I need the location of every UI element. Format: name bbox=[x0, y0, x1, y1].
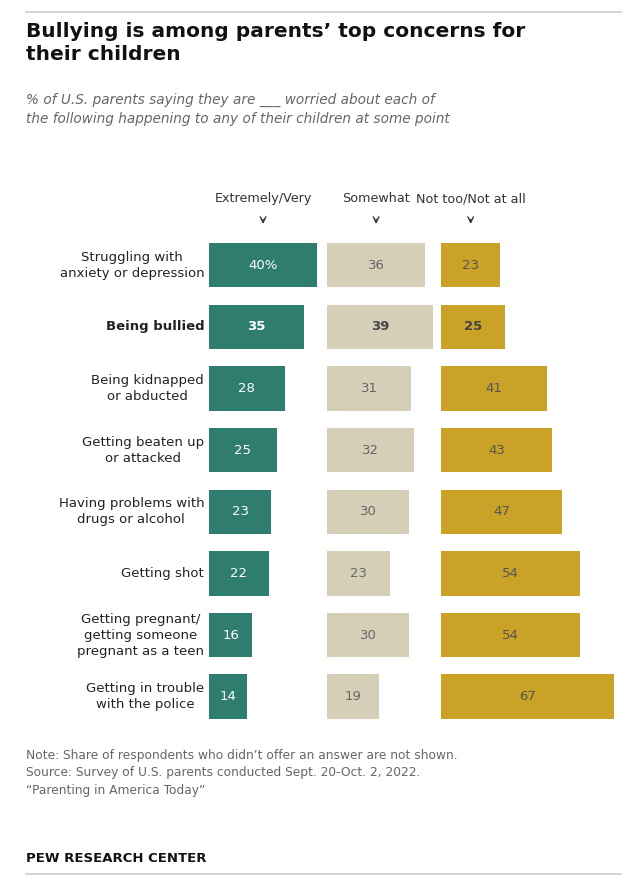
Bar bbox=[441, 674, 614, 719]
Text: Getting beaten up
or attacked: Getting beaten up or attacked bbox=[82, 436, 204, 464]
Text: 31: 31 bbox=[361, 382, 378, 395]
Text: 25: 25 bbox=[234, 444, 252, 456]
Text: Note: Share of respondents who didn’t offer an answer are not shown.
Source: Sur: Note: Share of respondents who didn’t of… bbox=[26, 749, 457, 797]
Text: 35: 35 bbox=[247, 321, 266, 333]
Text: 39: 39 bbox=[371, 321, 389, 333]
Bar bbox=[441, 366, 547, 411]
Bar bbox=[209, 243, 317, 287]
Text: Somewhat: Somewhat bbox=[342, 192, 410, 206]
Text: Being bullied: Being bullied bbox=[106, 321, 204, 333]
Text: 36: 36 bbox=[367, 259, 385, 272]
Text: 40%: 40% bbox=[248, 259, 278, 272]
Text: Not too/Not at all: Not too/Not at all bbox=[416, 192, 525, 206]
Bar bbox=[441, 428, 552, 472]
Text: Getting pregnant/
getting someone
pregnant as a teen: Getting pregnant/ getting someone pregna… bbox=[77, 612, 204, 657]
Bar bbox=[209, 674, 247, 719]
Text: 25: 25 bbox=[464, 321, 483, 333]
Bar bbox=[209, 428, 276, 472]
Text: 54: 54 bbox=[502, 628, 519, 641]
Text: Bullying is among parents’ top concerns for
their children: Bullying is among parents’ top concerns … bbox=[26, 22, 525, 64]
Text: 67: 67 bbox=[519, 690, 536, 703]
Text: 23: 23 bbox=[232, 505, 248, 518]
Text: Extremely/Very: Extremely/Very bbox=[214, 192, 312, 206]
Bar bbox=[209, 551, 269, 595]
Text: 41: 41 bbox=[486, 382, 502, 395]
Bar bbox=[209, 613, 252, 657]
Bar bbox=[441, 305, 506, 349]
Text: Being kidnapped
or abducted: Being kidnapped or abducted bbox=[92, 374, 204, 403]
Text: 30: 30 bbox=[360, 505, 376, 518]
Text: 43: 43 bbox=[488, 444, 505, 456]
Text: 32: 32 bbox=[362, 444, 379, 456]
Text: 16: 16 bbox=[222, 628, 239, 641]
Bar bbox=[209, 366, 285, 411]
Bar bbox=[328, 613, 408, 657]
Bar bbox=[328, 366, 412, 411]
Bar bbox=[328, 490, 408, 534]
Text: 54: 54 bbox=[502, 567, 519, 580]
Bar bbox=[441, 490, 562, 534]
Bar bbox=[209, 305, 304, 349]
Text: PEW RESEARCH CENTER: PEW RESEARCH CENTER bbox=[26, 852, 206, 866]
Text: Having problems with
drugs or alcohol: Having problems with drugs or alcohol bbox=[58, 497, 204, 526]
Bar bbox=[328, 428, 414, 472]
Text: 14: 14 bbox=[220, 690, 236, 703]
Text: 30: 30 bbox=[360, 628, 376, 641]
Bar bbox=[441, 613, 580, 657]
Text: 23: 23 bbox=[462, 259, 479, 272]
Bar bbox=[328, 243, 425, 287]
Text: 19: 19 bbox=[345, 690, 362, 703]
Text: Getting shot: Getting shot bbox=[122, 567, 204, 580]
Text: 23: 23 bbox=[350, 567, 367, 580]
Bar bbox=[328, 551, 390, 595]
Text: Struggling with
anxiety or depression: Struggling with anxiety or depression bbox=[60, 251, 204, 280]
Text: 22: 22 bbox=[230, 567, 247, 580]
Text: Getting in trouble
with the police: Getting in trouble with the police bbox=[86, 682, 204, 711]
Bar bbox=[441, 243, 500, 287]
Text: 28: 28 bbox=[238, 382, 255, 395]
Text: % of U.S. parents saying they are ___ worried about each of
the following happen: % of U.S. parents saying they are ___ wo… bbox=[26, 93, 449, 126]
Bar bbox=[328, 674, 379, 719]
Bar bbox=[441, 551, 580, 595]
Bar bbox=[328, 305, 433, 349]
Text: 47: 47 bbox=[493, 505, 510, 518]
Bar bbox=[209, 490, 271, 534]
